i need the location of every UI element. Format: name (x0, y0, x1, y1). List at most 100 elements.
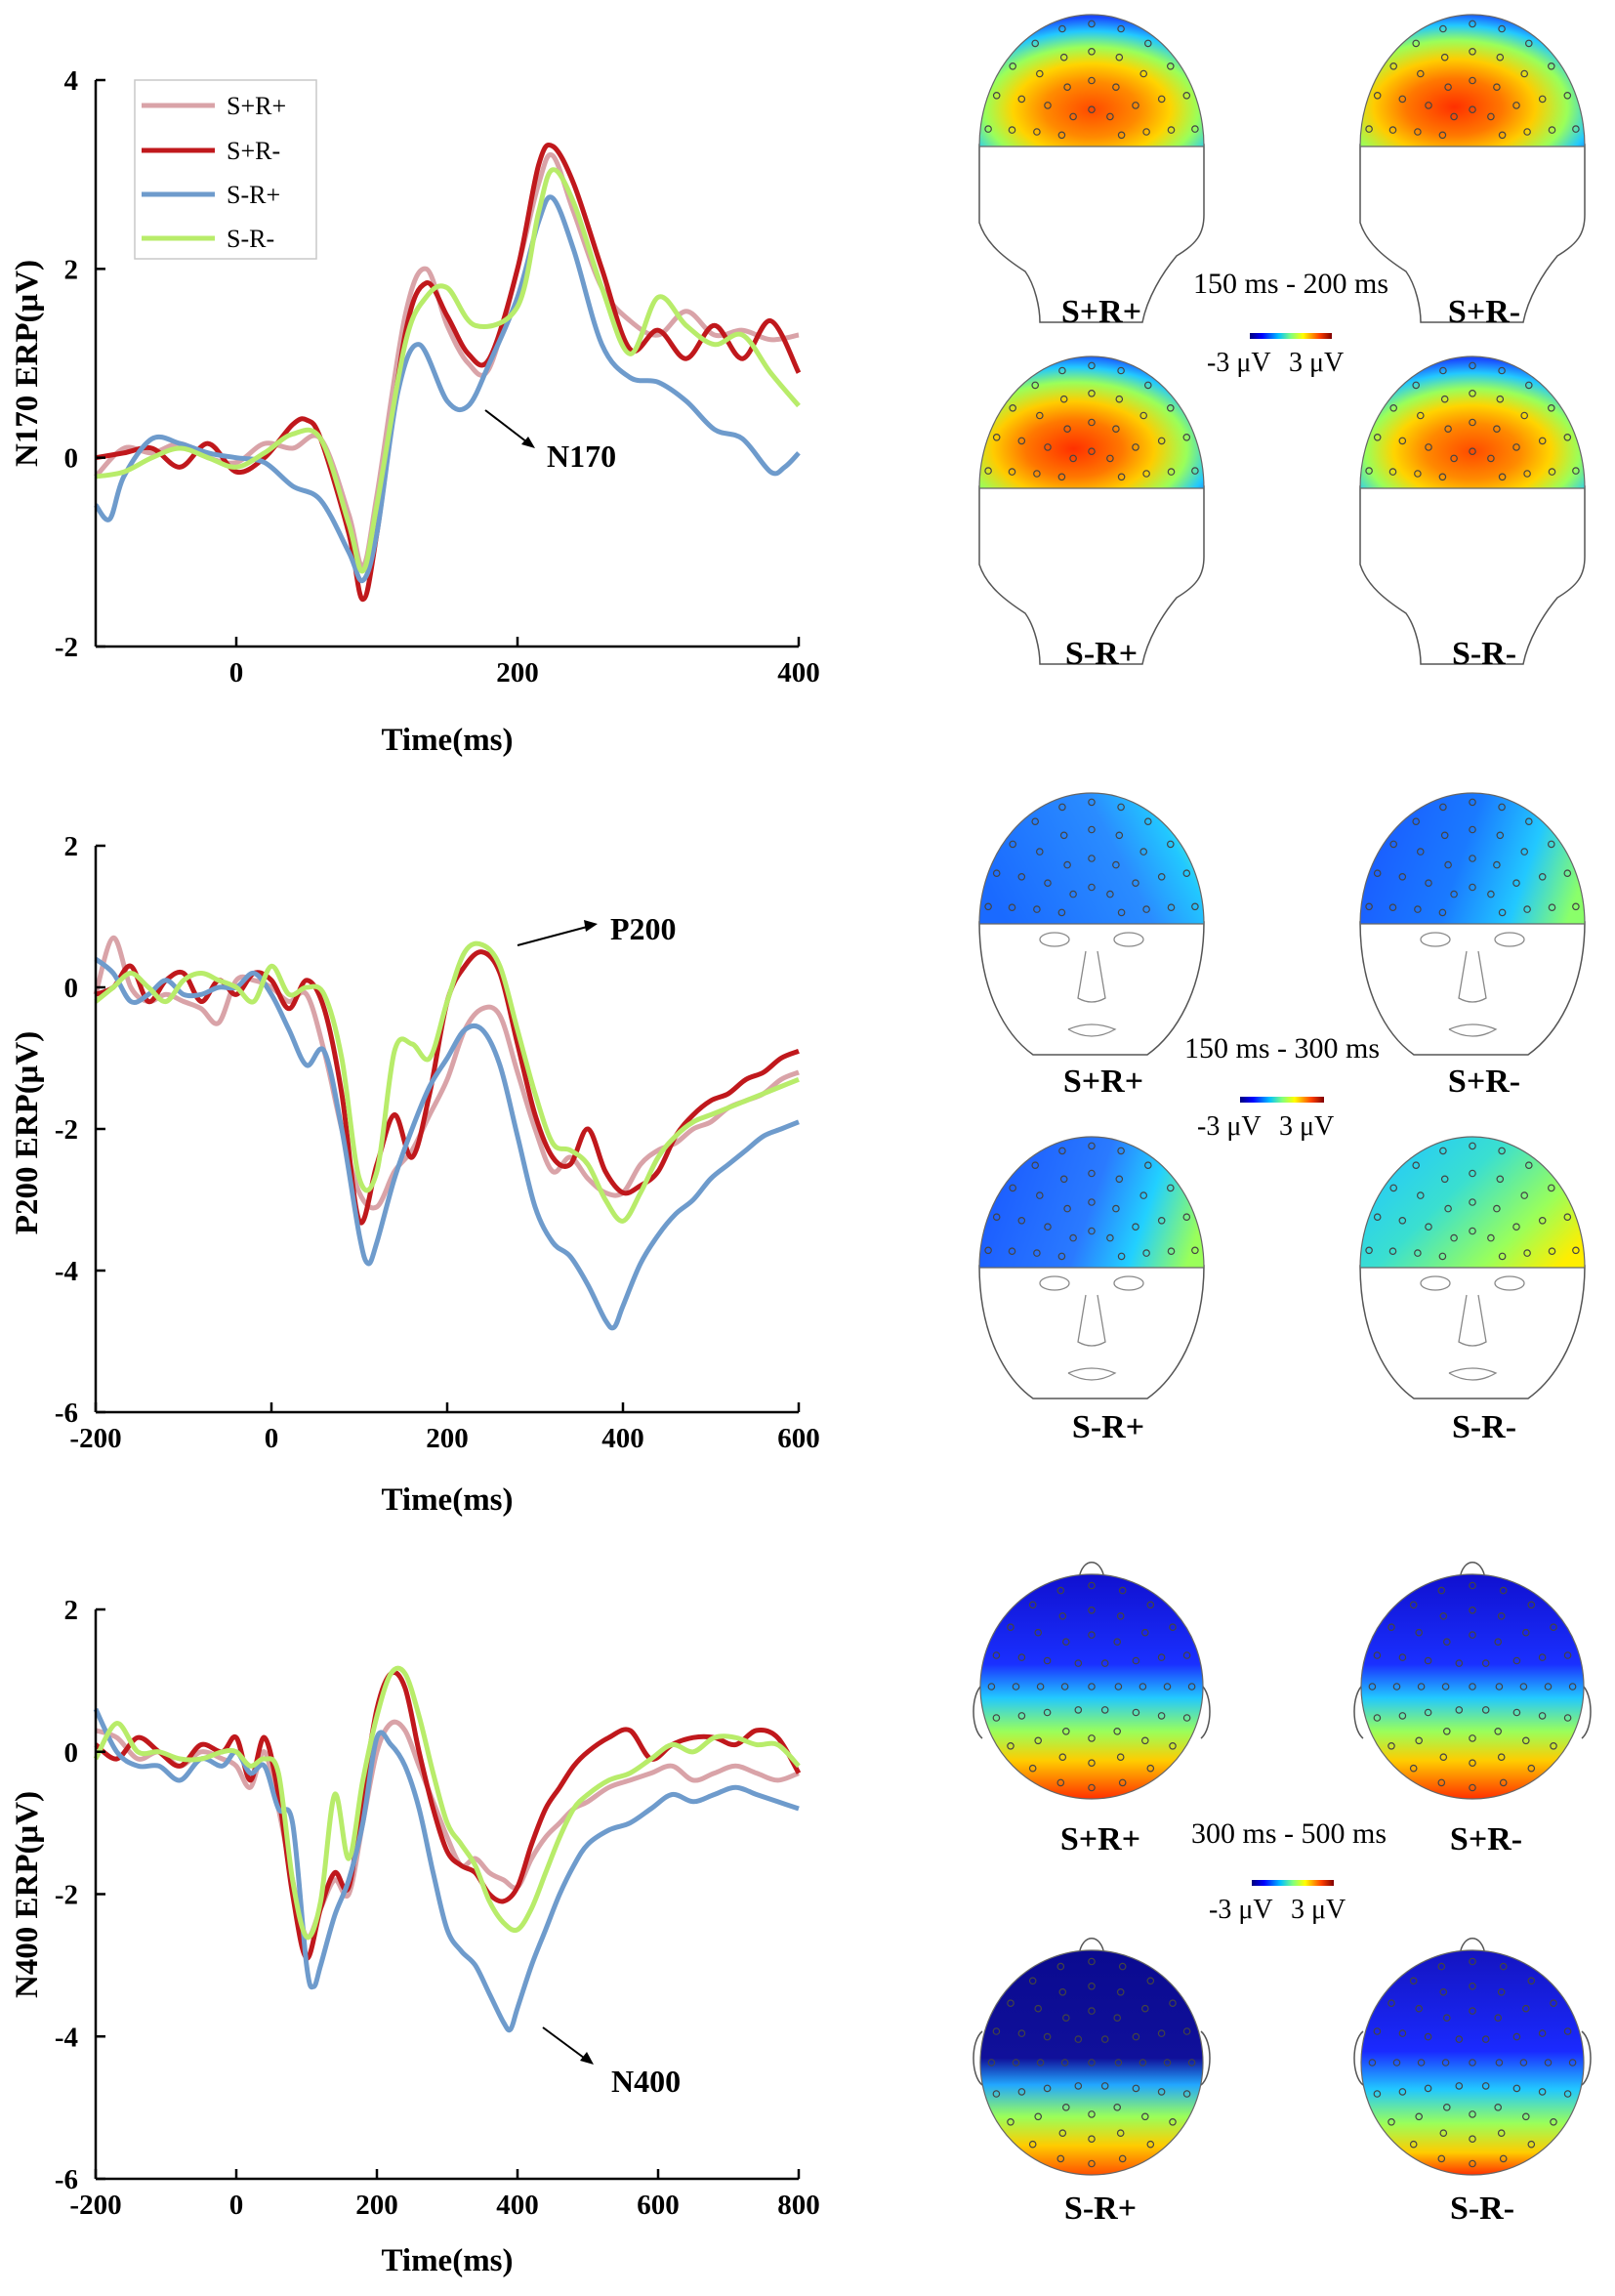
electrode-dot (1043, 1656, 1052, 1665)
electrode-dot (1043, 1708, 1052, 1717)
electrode-dot (1563, 1213, 1572, 1222)
electrode-dot (1059, 1175, 1068, 1184)
electrode-dot (1182, 2090, 1191, 2098)
electrode-dot (1139, 411, 1148, 420)
electrode-dot (1139, 1191, 1148, 1199)
electrode-dot (1388, 468, 1397, 476)
electrode-dot (984, 902, 992, 911)
colorbar-max-p200: 3 μV (1279, 1111, 1334, 1142)
electrode-dot (1043, 2084, 1052, 2093)
eye-right (1113, 1275, 1144, 1291)
electrode-dot (1440, 395, 1449, 403)
electrode-dot (1191, 125, 1199, 133)
electrode-dot (1167, 403, 1175, 412)
electrode-dot (1058, 1753, 1067, 1762)
electrode-dot (1441, 1683, 1450, 1691)
electrode-dot (1088, 1581, 1096, 1590)
electrode-dot (1548, 126, 1556, 134)
electrode-dot (1444, 1204, 1452, 1213)
electrode-dot (1439, 1988, 1448, 1996)
electrode-dot (1141, 2004, 1149, 2013)
electrode-dot (1100, 1706, 1109, 1714)
electrode-dot (1494, 2014, 1503, 2023)
electrode-dot (1057, 908, 1066, 917)
electrode-dot (1469, 389, 1476, 397)
topomap-n400-s-r- (1353, 1938, 1592, 2176)
topo-label-n400-s+r+: S+R+ (1060, 1821, 1140, 1858)
n400-ylabel: N400 ERP(μV) (10, 1791, 45, 1998)
topomap-p200-s+r+ (978, 792, 1205, 1056)
electrode-dot (1498, 131, 1507, 140)
electrode-dot (1088, 2159, 1096, 2168)
electrode-dot (1563, 2090, 1572, 2098)
p200-ylabel: P200 ERP(μV) (10, 1031, 45, 1234)
electrode-dot (1043, 2032, 1052, 2041)
electrode-dot (1088, 361, 1096, 370)
electrode-dot (1112, 425, 1120, 434)
eye-left (1420, 932, 1451, 947)
electrode-dot (1398, 1653, 1407, 1661)
electrode-dot (1409, 1601, 1418, 1609)
electrode-dot (1017, 2088, 1026, 2096)
electrode-dot (1008, 126, 1016, 134)
electrode-dot (1498, 24, 1506, 33)
electrode-dot (1469, 1142, 1476, 1150)
electrode-dot (1144, 39, 1152, 48)
electrode-dot (1439, 1753, 1448, 1762)
electrode-dot (1141, 1736, 1149, 1745)
series-line-p200-s-r+ (94, 956, 800, 1331)
electrode-dot (1444, 425, 1452, 434)
electrode-dot (1538, 437, 1547, 445)
electrode-dot (1182, 2027, 1191, 2035)
colorbar-min-n170: -3 μV (1207, 348, 1271, 378)
electrode-dot (1388, 1247, 1397, 1256)
electrode-dot (1469, 883, 1476, 892)
electrode-dot (1007, 1742, 1015, 1750)
electrode-dot (1522, 1736, 1530, 1745)
electrode-dot (1498, 1147, 1506, 1155)
electrode-dot (1469, 1683, 1476, 1691)
electrode-dot (1494, 2104, 1503, 2111)
y-tick-label: 0 (64, 973, 79, 1004)
electrode-dot (1469, 1957, 1476, 1966)
electrode-dot (992, 1213, 1001, 1222)
electrode-dot (1017, 437, 1026, 445)
electrode-dot (1387, 2118, 1395, 2126)
electrode-dot (1469, 1783, 1476, 1792)
electrode-dot (1116, 1612, 1125, 1620)
electrode-dot (1469, 1759, 1476, 1768)
time-range-n170: 150 ms - 200 ms (1193, 268, 1388, 300)
electrode-dot (992, 2027, 1001, 2035)
electrode-dot (1469, 798, 1476, 807)
electrode-dot (1548, 63, 1555, 70)
electrode-dot (1141, 1628, 1149, 1637)
electrode-dot (1182, 1213, 1191, 1222)
y-tick-label: 0 (64, 443, 79, 475)
electrode-dot (1157, 1712, 1166, 1720)
electrode-dot (1132, 1656, 1140, 1665)
electrode-dot (1498, 1252, 1507, 1261)
electrode-dot (1469, 447, 1476, 456)
electrode-dot (1450, 890, 1458, 898)
electrode-dot (1088, 1631, 1096, 1639)
electrode-dot (1088, 1198, 1096, 1206)
electrode-dot (1167, 840, 1175, 849)
electrode-dot (1144, 1161, 1152, 1170)
electrode-dot (1441, 2059, 1450, 2066)
electrode-dot (1548, 840, 1555, 849)
electrode-dot (1443, 1638, 1451, 1647)
electrode-dot (1057, 1252, 1066, 1261)
x-tick-label: 200 (355, 2190, 398, 2221)
electrode-dot (1398, 2088, 1407, 2096)
electrode-dot (1520, 1191, 1529, 1199)
electrode-dot (1146, 1764, 1155, 1773)
electrode-dot (1114, 2059, 1123, 2066)
legend: S+R+ S+R- S-R+ S-R- (134, 79, 317, 260)
electrode-dot (1058, 803, 1066, 812)
mouth (1067, 1367, 1117, 1381)
x-tick-label: 0 (229, 2190, 244, 2221)
electrode-dot (1142, 470, 1150, 478)
n400-annotation-label: N400 (611, 2064, 681, 2099)
colorbar-p200 (1240, 1097, 1324, 1103)
electrode-dot (1088, 798, 1096, 807)
